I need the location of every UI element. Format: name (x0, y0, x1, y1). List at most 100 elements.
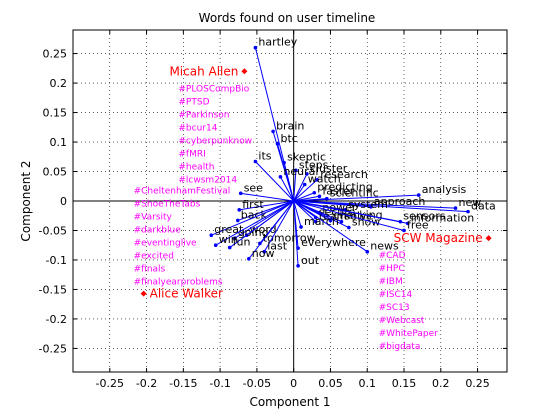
hashtag-label: #bcur14 (178, 123, 217, 133)
x-tick-label: -0.15 (169, 377, 197, 390)
y-tick-label: 0 (60, 195, 67, 208)
user-markers: Micah Allen #PLOSCompBio #PTSD #Parkinson #b… (134, 64, 492, 352)
word-vector-point (278, 175, 283, 179)
word-label: win (219, 233, 238, 246)
word-label: march (304, 215, 339, 228)
user-point (485, 235, 492, 242)
hashtag-label: #CAD (379, 251, 406, 261)
y-axis: 0.25 0.2 0.15 0.1 0.05 0 -0.05 -0.1 -0.15 -0.2 -0.… (39, 48, 507, 355)
hashtag-label: #fMRI (178, 149, 205, 159)
chart-title: Words found on user timeline (199, 11, 376, 25)
word-label: new (459, 196, 482, 209)
word-label: neural (283, 165, 318, 178)
hashtag-label: #cyberpunknow (178, 136, 252, 146)
hashtag-label: #finalyearproblems (134, 278, 223, 288)
word-label: fun (233, 236, 251, 249)
word-vector-point (271, 129, 275, 134)
hashtag-label: #excited (134, 252, 174, 262)
word-vector-point (209, 233, 214, 237)
word-vector-point (238, 191, 243, 196)
hashtag-label: #SC13 (379, 303, 410, 313)
word-vector-line (248, 200, 295, 260)
plot-frame (72, 29, 508, 373)
user-point (140, 290, 147, 297)
word-vector-point (262, 249, 267, 254)
x-tick-label: 0.25 (465, 377, 490, 390)
hashtag-label: #lcwsm2014 (178, 175, 237, 185)
word-label: skeptic (287, 151, 326, 164)
word-vector-point (416, 193, 421, 197)
hashtag-label: #ISC14 (379, 290, 413, 300)
word-label: everywhere (301, 236, 366, 249)
hashtag-label: #Parkinson (178, 110, 229, 120)
hashtag-label: #Varsity (134, 213, 173, 223)
word-vector-point (347, 225, 351, 230)
hashtag-label: #finals (134, 265, 166, 275)
word-vector-line (239, 200, 294, 211)
word-vector-line (293, 200, 469, 213)
x-axis: -0.25 -0.2 -0.15 -0.1 -0.05 0 0.05 0.1 0.15 0.2 0.… (96, 30, 490, 390)
word-vector-point (313, 219, 318, 224)
word-label: last (267, 240, 288, 253)
hashtag-label: #bigdata (379, 342, 421, 352)
word-vector-line (293, 179, 318, 202)
hashtag-label: #HPC (379, 264, 405, 274)
word-vector-line (293, 200, 368, 253)
x-tick-label: 0.15 (392, 377, 417, 390)
word-label: brain (276, 119, 304, 132)
word-label: data (471, 200, 496, 213)
x-tick-label: 0.1 (358, 377, 376, 390)
word-label: team (319, 210, 348, 223)
word-vector-line (240, 192, 294, 202)
word-vector-point (365, 249, 370, 254)
word-vector-line (237, 200, 294, 221)
word-vector-point (282, 160, 286, 165)
hashtag-label: #WhitePaper (379, 329, 438, 339)
word-vector-line (293, 194, 419, 202)
x-tick-label: 0 (290, 377, 297, 390)
word-label: now (252, 247, 275, 260)
word-vector-line (293, 200, 350, 228)
word-label: analysis (422, 183, 467, 196)
x-tick-label: -0.2 (136, 377, 157, 390)
word-label: its (258, 149, 271, 162)
y-tick-label: -0.2 (46, 313, 67, 326)
word-label: information (411, 211, 475, 224)
word-vector-point (312, 190, 317, 195)
hashtag-label: #IBM (379, 277, 403, 287)
word-vector-point (402, 228, 406, 233)
word-label: scientific (330, 187, 379, 200)
word-vector-line (293, 200, 408, 224)
word-vector-point (233, 236, 237, 240)
word-vector-line (293, 200, 405, 231)
hashtag-label: #PLOSCompBio (178, 84, 249, 94)
word-vector-point (302, 182, 307, 187)
hashtag-label: #health (178, 162, 214, 172)
word-vector-point (315, 177, 320, 182)
y-tick-label: 0.05 (43, 166, 68, 179)
word-label: faster (322, 184, 354, 197)
word-label: sensors (403, 210, 445, 223)
word-label: predicting (317, 181, 372, 194)
word-label: research (320, 168, 368, 181)
word-vector-point (294, 168, 298, 173)
word-label: btc (280, 132, 297, 145)
word-label: hartley (258, 36, 297, 49)
hashtag-label: #eventinglive (134, 239, 197, 249)
word-vector-line (293, 170, 297, 202)
y-tick-label: 0.2 (50, 77, 68, 90)
y-tick-label: -0.05 (39, 224, 67, 237)
y-tick-label: -0.15 (39, 283, 67, 296)
x-tick-label: -0.1 (209, 377, 230, 390)
word-label: steps (299, 158, 329, 171)
user-name-label: Alice Walker (150, 287, 223, 301)
word-vector-line (215, 200, 294, 246)
word-vector-line (293, 184, 306, 202)
word-vector-point (253, 159, 258, 164)
word-vector-line (211, 200, 294, 236)
y-tick-label: -0.1 (46, 254, 67, 267)
word-label: free (407, 218, 429, 231)
hashtag-label: #PTSD (178, 97, 209, 107)
